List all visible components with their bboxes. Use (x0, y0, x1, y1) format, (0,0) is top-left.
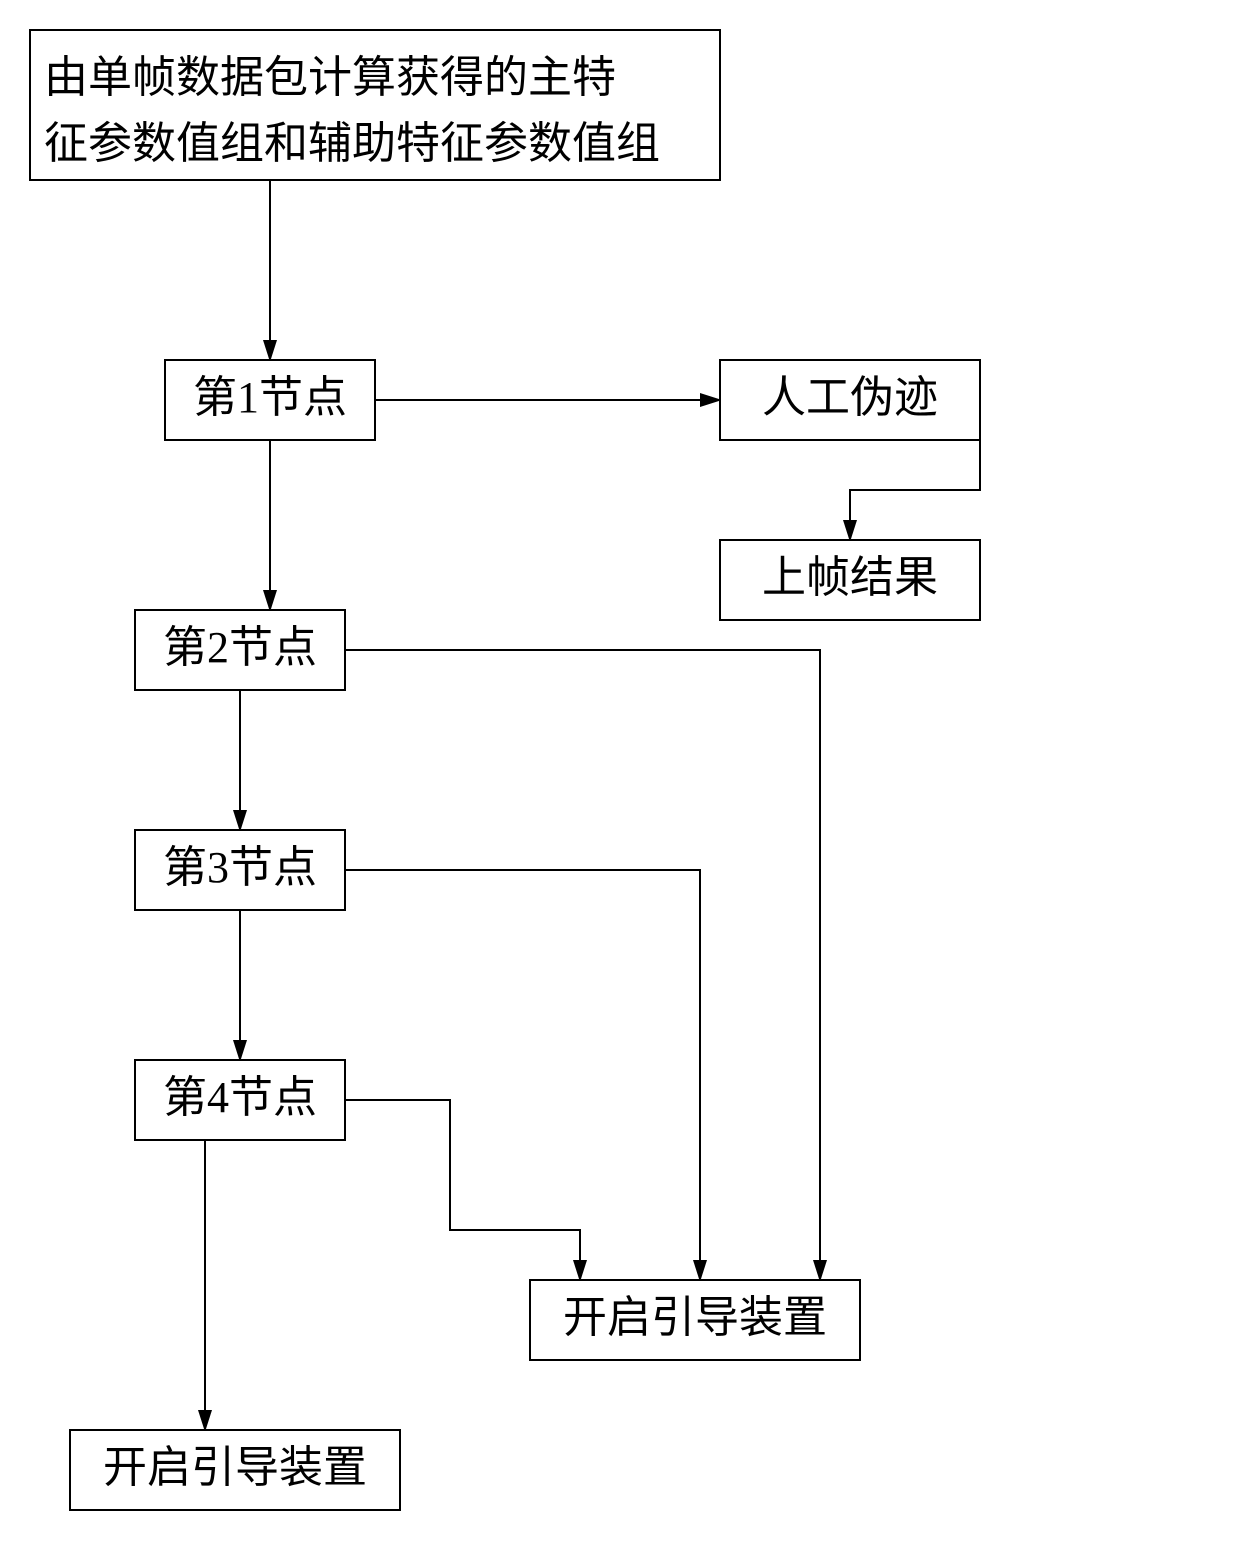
node-n2: 第2节点 (135, 610, 345, 690)
node-label: 第4节点 (163, 1073, 317, 1122)
node-label: 第2节点 (163, 623, 317, 672)
node-label: 第1节点 (193, 373, 347, 422)
node-label-line: 征参数值组和辅助特征参数值组 (44, 119, 660, 168)
node-n4: 第4节点 (135, 1060, 345, 1140)
flow-edge (345, 1100, 580, 1280)
node-n1: 第1节点 (165, 360, 375, 440)
node-label: 开启引导装置 (103, 1443, 367, 1492)
node-n3: 第3节点 (135, 830, 345, 910)
node-prev: 上帧结果 (720, 540, 980, 620)
node-art: 人工伪迹 (720, 360, 980, 440)
flow-edge (345, 870, 700, 1280)
node-open_bottom: 开启引导装置 (70, 1430, 400, 1510)
node-label-line: 由单帧数据包计算获得的主特 (44, 53, 616, 102)
node-label: 人工伪迹 (762, 373, 938, 422)
node-input: 由单帧数据包计算获得的主特征参数值组和辅助特征参数值组 (30, 30, 720, 180)
node-label: 开启引导装置 (563, 1293, 827, 1342)
node-open_right: 开启引导装置 (530, 1280, 860, 1360)
flow-edge (850, 440, 980, 540)
node-label: 上帧结果 (762, 553, 938, 602)
node-label: 第3节点 (163, 843, 317, 892)
flow-edge (345, 650, 820, 1280)
